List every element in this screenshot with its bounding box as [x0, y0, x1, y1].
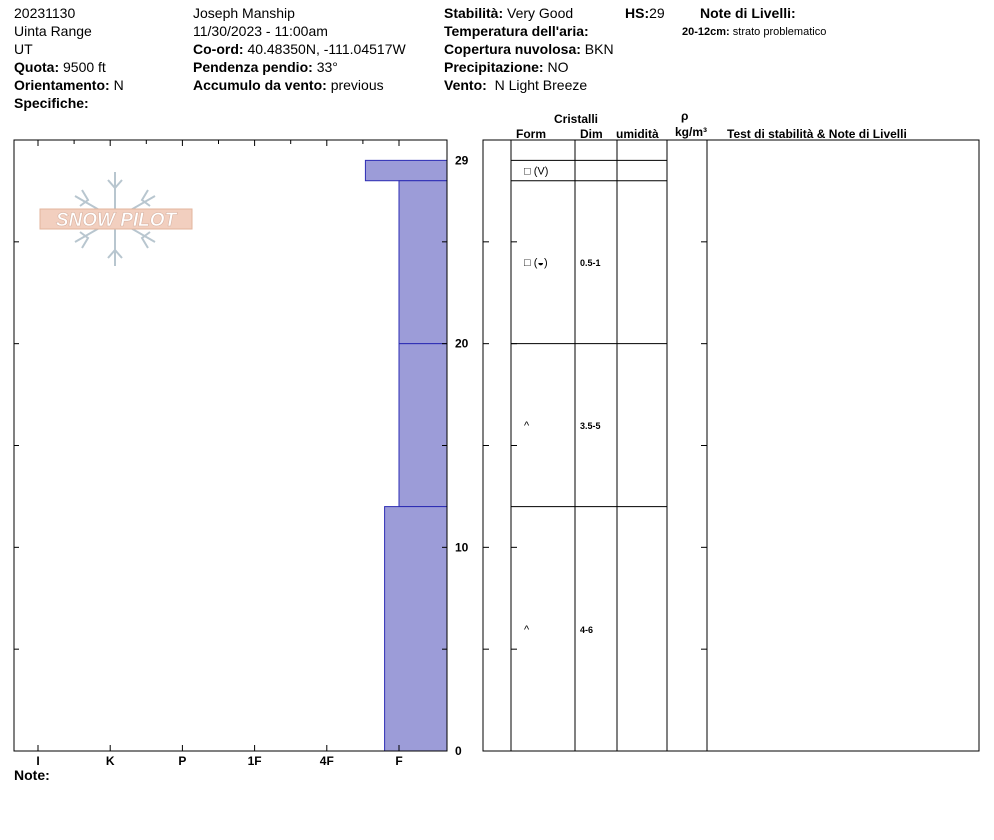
- x-tick-label-K: K: [106, 754, 115, 768]
- wind: Vento: N Light Breeze: [444, 76, 587, 94]
- y-tick-label-10: 10: [455, 540, 469, 554]
- aspect-value: N: [113, 77, 124, 93]
- hardness-bar-3: [384, 506, 448, 752]
- precipitation: Precipitazione: NO: [444, 58, 568, 76]
- hardness-bar-0: [364, 159, 448, 182]
- x-tick-label-I: I: [36, 754, 39, 768]
- grain-form-2: ^: [524, 420, 530, 432]
- snow-height: HS:29: [625, 4, 665, 22]
- grain-form-1: □ (◒): [524, 257, 548, 269]
- snowpilot-logo: SNOW PILOT: [39, 172, 193, 266]
- layer-notes-title: Note di Livelli:: [700, 5, 796, 21]
- wind-value: N Light Breeze: [494, 77, 588, 93]
- precip-value: NO: [547, 59, 569, 75]
- grain-size-3: 4-6: [580, 625, 593, 635]
- density-unit-header: kg/m³: [675, 125, 708, 139]
- range-name: Uinta Range: [14, 23, 92, 39]
- aspect-label: Orientamento:: [14, 77, 110, 93]
- size-header: Dim: [580, 127, 603, 141]
- wind-loading-label: Accumulo da vento:: [193, 77, 327, 93]
- aspect: Orientamento: N: [14, 76, 124, 94]
- sky-cover: Copertura nuvolosa: BKN: [444, 40, 614, 58]
- logo-banner: [39, 208, 193, 230]
- grain-form-0: □ (V): [524, 166, 548, 178]
- coord-label: Co-ord:: [193, 41, 244, 57]
- elevation-label: Quota:: [14, 59, 60, 75]
- logo-text: SNOW PILOT: [56, 210, 178, 231]
- coord-value: 40.48350N, -111.04517W: [247, 41, 406, 57]
- observer-name: Joseph Manship: [193, 5, 295, 21]
- air-temp-label: Temperatura dell'aria:: [444, 23, 589, 39]
- grain-size-2: 3.5-5: [580, 421, 601, 431]
- grain-form-3: ^: [524, 624, 530, 636]
- hardness-bar-2: [398, 343, 448, 508]
- elevation: Quota: 9500 ft: [14, 58, 106, 76]
- crystals-header: Cristalli: [554, 112, 599, 126]
- y-tick-label-20: 20: [455, 337, 469, 351]
- slope-angle: Pendenza pendio: 33°: [193, 58, 338, 76]
- grain-size-1: 0.5-1: [580, 258, 601, 268]
- wind-loading: Accumulo da vento: previous: [193, 76, 384, 94]
- precip-label: Precipitazione:: [444, 59, 544, 75]
- stability: Stabilità: Very Good: [444, 4, 573, 22]
- x-tick-label-P: P: [178, 754, 186, 768]
- hardness-bar-1: [398, 180, 448, 345]
- rho-header: ρ: [681, 109, 689, 123]
- wind-label: Vento:: [444, 77, 487, 93]
- stability-label: Stabilità:: [444, 5, 504, 21]
- y-tick-label-29: 29: [455, 153, 469, 167]
- observation-datetime: 11/30/2023 - 11:00am: [193, 23, 328, 39]
- notes-label: Note:: [14, 767, 50, 783]
- layer-note-range: 20-12cm:: [682, 26, 730, 38]
- x-tick-label-1F: 1F: [248, 754, 262, 768]
- layer-table-frame: [482, 139, 980, 752]
- wind-loading-value: previous: [330, 77, 384, 93]
- coordinates: Co-ord: 40.48350N, -111.04517W: [193, 40, 406, 58]
- x-tick-label-F: F: [395, 754, 402, 768]
- slope-label: Pendenza pendio:: [193, 59, 313, 75]
- state-name: UT: [14, 41, 33, 57]
- form-header: Form: [516, 127, 546, 141]
- y-tick-label-0: 0: [455, 744, 462, 758]
- stability-value: Very Good: [507, 5, 574, 21]
- slope-value: 33°: [316, 59, 338, 75]
- specifics-label: Specifiche:: [14, 95, 89, 111]
- elevation-value: 9500 ft: [63, 59, 106, 75]
- moisture-header: umidità: [616, 127, 659, 141]
- sky-label: Copertura nuvolosa:: [444, 41, 581, 57]
- hs-label: HS:: [625, 5, 650, 21]
- sky-value: BKN: [584, 41, 614, 57]
- layer-note: 20-12cm: strato problematico: [682, 23, 826, 41]
- layer-note-text: strato problematico: [732, 26, 827, 38]
- stability-notes-header: Test di stabilità & Note di Livelli: [727, 127, 907, 141]
- profile-frame: [13, 139, 448, 752]
- profile-date: 20231130: [14, 5, 76, 21]
- hs-value: 29: [649, 5, 665, 21]
- x-tick-label-4F: 4F: [320, 754, 334, 768]
